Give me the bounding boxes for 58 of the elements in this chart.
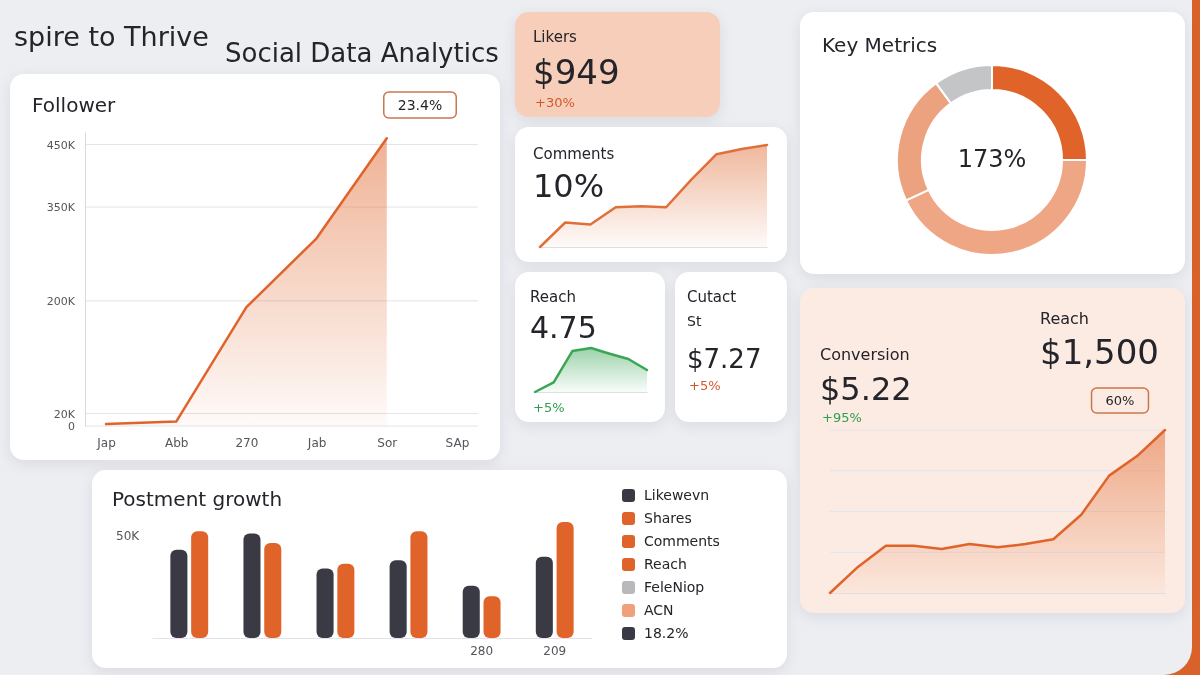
text: +95%: [822, 410, 862, 425]
x-tick-label: Sor: [377, 435, 398, 450]
bar: [462, 585, 480, 638]
text: $949: [533, 52, 620, 92]
x-tick-label: SAp: [445, 435, 470, 450]
bar: [337, 563, 355, 638]
x-tick-label: 280: [470, 643, 494, 658]
text: 60%: [1105, 393, 1135, 408]
bar: [243, 533, 261, 638]
legend-label: ACN: [644, 602, 674, 618]
text: 50K: [116, 529, 141, 543]
bar: [170, 549, 188, 638]
x-tick-label: 270: [235, 435, 259, 450]
text: +5%: [689, 378, 721, 393]
text: spire to Thrive: [14, 21, 209, 52]
chart-title: Key Metrics: [822, 33, 938, 57]
text: 23.4%: [397, 97, 443, 113]
y-tick-label: 350K: [46, 201, 76, 215]
legend-label: 18.2%: [644, 625, 689, 641]
legend-label: Reach: [644, 556, 687, 572]
bar: [264, 542, 282, 638]
x-tick-label: Jab: [306, 435, 327, 450]
y-tick-label: 0: [68, 420, 75, 434]
text: Cutact: [687, 288, 737, 306]
bar: [191, 531, 209, 638]
chart-title: Comments: [533, 145, 615, 163]
text: Likers: [533, 28, 578, 46]
bar: [556, 522, 574, 638]
y-tick-label: 20K: [53, 407, 76, 421]
text: $7.27: [687, 344, 762, 374]
x-tick-label: Jap: [96, 435, 116, 450]
chart-title: Conversion: [820, 345, 910, 364]
bar: [316, 568, 334, 638]
legend-label: Shares: [644, 510, 692, 526]
text: St: [687, 313, 702, 329]
text: $1,500: [1040, 332, 1159, 372]
text: +5%: [533, 400, 565, 415]
bar: [389, 560, 407, 638]
chart-title: Follower: [32, 93, 117, 117]
legend-label: Comments: [644, 533, 720, 549]
text: 173%: [957, 145, 1027, 173]
bar: [483, 596, 501, 638]
text: Reach: [1040, 309, 1089, 328]
y-tick-label: 450K: [46, 138, 76, 152]
bar: [535, 556, 553, 638]
y-tick-label: 200K: [46, 294, 76, 308]
x-tick-label: Abb: [165, 435, 189, 450]
text: 4.75: [530, 310, 597, 345]
annotation: 10%: [533, 167, 605, 205]
legend-label: FeleNiop: [644, 579, 705, 595]
x-tick-label: 209: [543, 643, 567, 658]
bar: [410, 531, 428, 638]
legend-label: Likewevn: [644, 487, 710, 503]
chart-title: Postment growth: [112, 487, 283, 511]
chart-title: Reach: [530, 288, 576, 306]
text: +30%: [535, 95, 575, 110]
text: $5.22: [820, 370, 912, 408]
text: Social Data Analytics: [225, 38, 499, 68]
